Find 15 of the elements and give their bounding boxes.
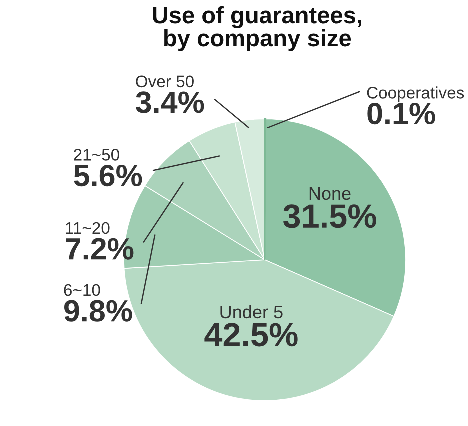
data-label: 5.6% — [74, 164, 142, 187]
slice-label: 11~20 — [66, 222, 110, 234]
data-label: 9.8% — [64, 300, 132, 322]
slice-label: 6~10 — [64, 284, 100, 296]
slice-label: Cooperatives — [367, 86, 464, 102]
chart-title: Use of guarantees, by company size — [153, 6, 362, 52]
data-label: 3.4% — [136, 92, 204, 114]
data-label: 0.1% — [368, 102, 436, 125]
data-label: 7.2% — [66, 238, 134, 260]
slice-label: Under 5 — [220, 305, 283, 319]
data-label: 31.5% — [284, 204, 376, 228]
slice-label: None — [310, 188, 351, 200]
slice-label: Over 50 — [136, 76, 194, 88]
slice-label: 21~50 — [74, 149, 120, 161]
data-label: 42.5% — [204, 323, 298, 347]
